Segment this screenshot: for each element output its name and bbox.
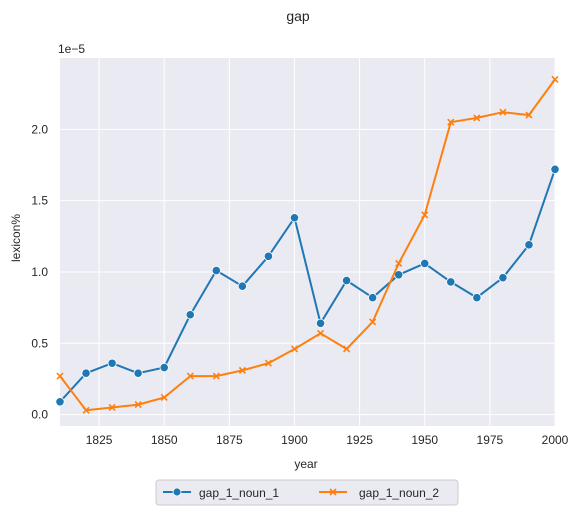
data-point (237, 281, 247, 291)
data-point (446, 277, 456, 287)
data-point (159, 362, 169, 373)
data-point (420, 258, 430, 268)
data-point-stroke (108, 403, 116, 412)
x-tick-label: 1875 (216, 433, 243, 447)
data-point (550, 164, 560, 174)
legend-label-series-2: gap_1_noun_2 (359, 486, 439, 500)
y-tick-label: 1.0 (31, 265, 48, 279)
data-point-stroke (369, 318, 377, 326)
y-axis-label: lexicon% (9, 214, 23, 262)
series-2 (56, 75, 559, 414)
data-point (211, 265, 221, 276)
x-tick-label: 1825 (86, 433, 113, 447)
data-point (185, 310, 195, 320)
y-tick-label: 0.0 (31, 408, 48, 422)
data-point-stroke (134, 401, 142, 409)
data-point (551, 75, 559, 83)
data-point (160, 393, 168, 402)
x-tick-label: 1950 (411, 433, 438, 447)
data-point-stroke (212, 372, 220, 380)
data-point (186, 372, 194, 380)
data-point (395, 259, 403, 267)
data-point (525, 111, 533, 119)
series-line (59, 78, 556, 412)
legend-box (155, 479, 459, 506)
y-tick-label: 0.5 (31, 336, 48, 350)
series-1 (55, 164, 560, 407)
x-tick-label: 2000 (542, 433, 569, 447)
data-point (473, 114, 481, 122)
x-tick-label: 1850 (151, 433, 178, 447)
data-point (81, 368, 91, 378)
data-point-stroke (447, 118, 455, 126)
data-point-stroke (290, 345, 299, 353)
data-point (316, 329, 325, 337)
data-point-stroke (316, 329, 325, 337)
data-point-stroke (343, 345, 351, 353)
data-point (263, 251, 274, 261)
data-point (421, 211, 429, 219)
y-tick-label: 2.0 (31, 122, 48, 136)
x-tick-label: 1925 (346, 433, 373, 447)
data-point-stroke (82, 406, 90, 414)
data-point (499, 108, 507, 116)
legend: gap_1_noun_1 gap_1_noun_2 (155, 479, 459, 506)
data-point (238, 366, 246, 374)
data-point-stroke (238, 366, 246, 374)
data-point (264, 359, 272, 367)
data-point-stroke (395, 259, 403, 267)
data-point (368, 293, 378, 303)
data-point (524, 240, 534, 250)
data-point (341, 275, 352, 286)
data-point (369, 318, 377, 326)
data-point (343, 345, 351, 353)
data-point (55, 397, 65, 407)
x-tick-label: 1900 (281, 433, 308, 447)
data-point-stroke (186, 372, 194, 380)
series-layer (55, 75, 560, 414)
data-point-stroke (499, 108, 507, 116)
y-tick-label: 1.5 (31, 194, 48, 208)
data-point (472, 293, 482, 303)
data-point (498, 273, 508, 283)
data-point (447, 118, 455, 126)
data-point-stroke (525, 111, 533, 119)
data-point-stroke (264, 359, 272, 367)
data-point (289, 213, 300, 223)
data-point (212, 372, 220, 380)
data-point (82, 406, 90, 414)
data-point (107, 358, 117, 368)
data-point-stroke (551, 75, 559, 83)
data-point-stroke (160, 393, 168, 402)
legend-marker-series-2 (329, 488, 337, 496)
legend-label-series-1: gap_1_noun_1 (199, 486, 279, 500)
data-point (134, 401, 142, 409)
tick-labels: 1825 1850 1875 1900 1925 1950 1975 2000 0.0 0.5 1.… (31, 122, 568, 447)
data-point-stroke (56, 372, 64, 380)
chart-title: gap (286, 8, 310, 24)
y-offset-label: 1e−5 (58, 42, 85, 56)
data-point (315, 318, 326, 328)
x-tick-label: 1975 (477, 433, 504, 447)
data-point-stroke (421, 211, 429, 219)
data-point (56, 372, 64, 380)
legend-marker-series-1 (172, 487, 182, 497)
data-point (108, 403, 116, 412)
data-point (133, 368, 143, 378)
data-point-stroke (473, 114, 481, 122)
x-axis-label: year (294, 457, 317, 471)
data-point (290, 345, 299, 353)
